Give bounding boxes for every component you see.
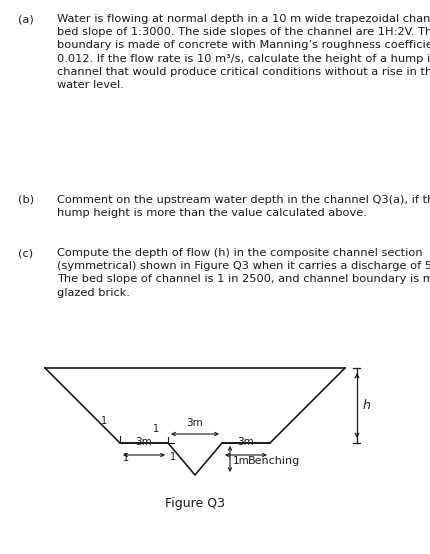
Text: 1: 1: [101, 416, 107, 426]
Text: 1: 1: [123, 453, 129, 463]
Text: 1: 1: [153, 424, 159, 434]
Text: Benching: Benching: [247, 456, 300, 466]
Text: Comment on the upstream water depth in the channel Q3(a), if the provided
hump h: Comment on the upstream water depth in t…: [57, 195, 430, 218]
Text: (a): (a): [18, 14, 34, 24]
Text: Water is flowing at normal depth in a 10 m wide trapezoidal channel with a
bed s: Water is flowing at normal depth in a 10…: [57, 14, 430, 90]
Text: Figure Q3: Figure Q3: [165, 497, 224, 510]
Text: Compute the depth of flow (h) in the composite channel section
(symmetrical) sho: Compute the depth of flow (h) in the com…: [57, 248, 430, 297]
Text: h: h: [362, 399, 370, 412]
Text: 3m: 3m: [135, 437, 152, 447]
Text: 1: 1: [169, 452, 175, 462]
Text: 3m: 3m: [237, 437, 254, 447]
Text: 3m: 3m: [186, 418, 203, 428]
Text: (b): (b): [18, 195, 34, 205]
Text: (c): (c): [18, 248, 33, 258]
Text: 1m: 1m: [233, 456, 249, 466]
